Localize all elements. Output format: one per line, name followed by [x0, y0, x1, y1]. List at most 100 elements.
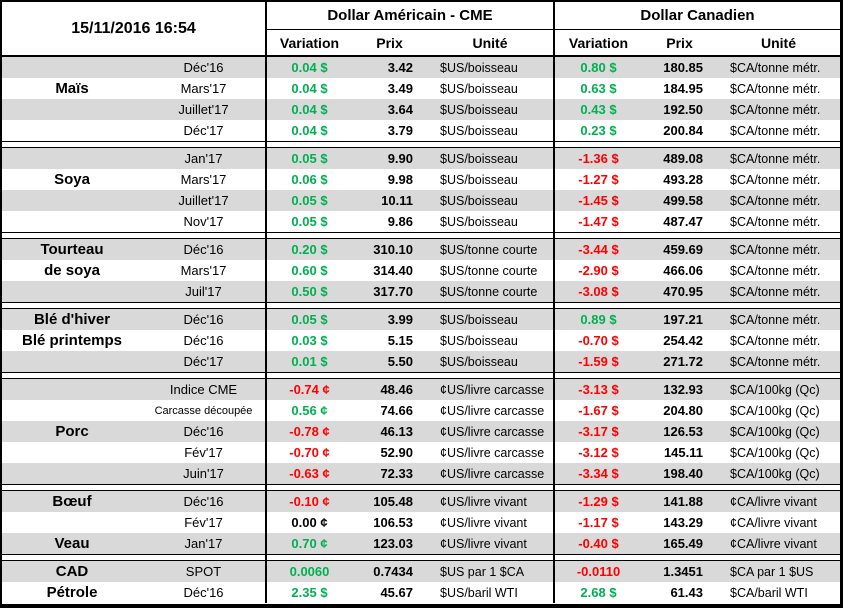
ca-variation-value: -0.70 $: [578, 333, 619, 348]
ca-unit-label: $CA/100kg (Qc): [730, 403, 820, 418]
ca-unit-label: $CA/tonne métr.: [730, 123, 821, 138]
ca-variation-value: -1.45 $: [578, 193, 619, 208]
section-separator: [2, 302, 840, 309]
ca-variation-value: -0.0110: [576, 564, 621, 579]
us-variation-value: -0.63 ¢: [289, 466, 330, 481]
ca-unit-label: $CA/tonne métr.: [730, 172, 821, 187]
commodity-label: Tourteau: [40, 241, 104, 258]
us-unit-label: $US/boisseau: [427, 169, 555, 190]
us-variation-value: 0.04 $: [291, 60, 328, 75]
us-unit-label: $US/boisseau: [427, 99, 555, 120]
ca-price-column-header: Prix: [666, 34, 693, 51]
us-variation-value: 0.05 $: [291, 193, 328, 208]
us-variation-value: 0.04 $: [291, 123, 328, 138]
table-row: Juillet'17 0.05 $ 10.11 $US/boisseau -1.45 $…: [2, 190, 840, 211]
us-unit-label: $US/boisseau: [427, 57, 555, 78]
table-row: Blé printemps Déc'16 0.03 $ 5.15 $US/boissea…: [2, 330, 840, 351]
us-variation-value: -0.70 ¢: [289, 445, 330, 460]
ca-variation-value: -3.44 $: [578, 242, 619, 257]
ca-unit-label: $CA/tonne métr.: [730, 284, 821, 299]
contract-month: Mars'17: [142, 78, 267, 99]
us-variation-value: 0.04 $: [291, 81, 328, 96]
us-price-value: 106.53: [373, 515, 413, 530]
us-unit-label: $US/boisseau: [427, 148, 555, 169]
us-variation-value: -0.10 ¢: [289, 494, 330, 509]
separator-segment: [555, 233, 840, 238]
us-variation-value: 0.20 $: [291, 242, 328, 257]
us-price-value: 310.10: [373, 242, 413, 257]
us-unit-label: $US par 1 $CA: [427, 561, 555, 582]
ca-unit-label: $CA/tonne métr.: [730, 151, 821, 166]
commodity-label: Blé printemps: [21, 332, 123, 349]
commodity-label: [2, 190, 142, 211]
us-price-value: 52.90: [380, 445, 413, 460]
table-row: Blé d'hiver Déc'16 0.05 $ 3.99 $US/boisseau 0…: [2, 309, 840, 330]
us-unit-label: ¢US/livre vivant: [427, 512, 555, 533]
ca-price-value: 499.58: [663, 193, 703, 208]
separator-segment: [2, 485, 267, 490]
ca-variation-value: -1.36 $: [578, 151, 619, 166]
table-row: Juin'17 -0.63 ¢ 72.33 ¢US/livre carcasse -3.…: [2, 463, 840, 484]
ca-price-value: 143.29: [663, 515, 703, 530]
us-variation-value: 0.60 $: [291, 263, 328, 278]
commodity-label: [2, 379, 142, 400]
ca-price-value: 487.47: [663, 214, 703, 229]
table-row: Nov'17 0.05 $ 9.86 $US/boisseau -1.47 $ 487.4…: [2, 211, 840, 232]
us-price-value: 48.46: [380, 382, 413, 397]
commodity-label: de soya: [44, 262, 100, 279]
us-variation-value: 0.70 ¢: [291, 536, 328, 551]
us-unit-label: ¢US/livre vivant: [427, 491, 555, 512]
table-row: de soya Mars'17 0.60 $ 314.40 $US/tonne cour…: [2, 260, 840, 281]
us-variation-value: 0.0060: [289, 564, 330, 579]
table-row: Porc Déc'16 -0.78 ¢ 46.13 ¢US/livre carcasse…: [2, 421, 840, 442]
commodity-label: Soya: [54, 171, 90, 188]
separator-segment: [555, 303, 840, 308]
table-row: Juil'17 0.50 $ 317.70 $US/tonne courte -3.08…: [2, 281, 840, 302]
us-unit-label: $US/boisseau: [427, 190, 555, 211]
separator-segment: [2, 233, 267, 238]
timestamp: 15/11/2016 16:54: [2, 2, 267, 55]
us-price-value: 74.66: [380, 403, 413, 418]
contract-month: Fév'17: [142, 442, 267, 463]
commodity-label: [2, 120, 142, 141]
section-separator: [2, 484, 840, 491]
us-variation-value: 0.00 ¢: [291, 515, 328, 530]
ca-variation-value: -1.29 $: [578, 494, 619, 509]
commodity-label: Veau: [54, 535, 90, 552]
separator-segment: [2, 142, 267, 147]
table-row: Veau Jan'17 0.70 ¢ 123.03 ¢US/livre vivant -0…: [2, 533, 840, 554]
ca-unit-label: $CA/tonne métr.: [730, 354, 821, 369]
us-price-value: 5.15: [387, 333, 413, 348]
commodity-label: [2, 281, 142, 302]
us-variation-value: 0.05 $: [291, 312, 328, 327]
ca-price-value: 126.53: [663, 424, 703, 439]
ca-unit-label: $CA/tonne métr.: [730, 214, 821, 229]
ca-unit-label: $CA/tonne métr.: [730, 312, 821, 327]
us-price-value: 0.7434: [373, 564, 413, 579]
us-price-value: 10.11: [381, 193, 413, 208]
us-variation-value: -0.74 ¢: [289, 382, 330, 397]
contract-month: Déc'16: [142, 582, 267, 603]
table-row: Tourteau Déc'16 0.20 $ 310.10 $US/tonne cour…: [2, 239, 840, 260]
ca-variation-value: -3.13 $: [578, 382, 619, 397]
ca-price-value: 192.50: [663, 102, 703, 117]
commodity-label: [2, 99, 142, 120]
us-unit-label: $US/boisseau: [427, 120, 555, 141]
ca-variation-value: -0.40 $: [578, 536, 619, 551]
ca-price-value: 141.88: [663, 494, 703, 509]
ca-unit-label: ¢CA/livre vivant: [730, 494, 817, 509]
us-price-value: 3.64: [387, 102, 413, 117]
table-row: Jan'17 0.05 $ 9.90 $US/boisseau -1.36 $ 489.0…: [2, 148, 840, 169]
ca-unit-label: ¢CA/livre vivant: [730, 536, 817, 551]
us-variation-value: 0.01 $: [291, 354, 328, 369]
commodity-label: [2, 512, 142, 533]
ca-price-value: 204.80: [663, 403, 703, 418]
ca-variation-value: 0.63 $: [580, 81, 617, 96]
us-price-value: 3.49: [387, 81, 413, 96]
ca-variation-value: -3.08 $: [578, 284, 619, 299]
table-row: Fév'17 0.00 ¢ 106.53 ¢US/livre vivant -1.17 …: [2, 512, 840, 533]
us-variation-value: 0.06 $: [291, 172, 328, 187]
ca-variation-value: -3.17 $: [578, 424, 619, 439]
ca-price-value: 180.85: [663, 60, 703, 75]
us-price-value: 3.99: [387, 312, 413, 327]
